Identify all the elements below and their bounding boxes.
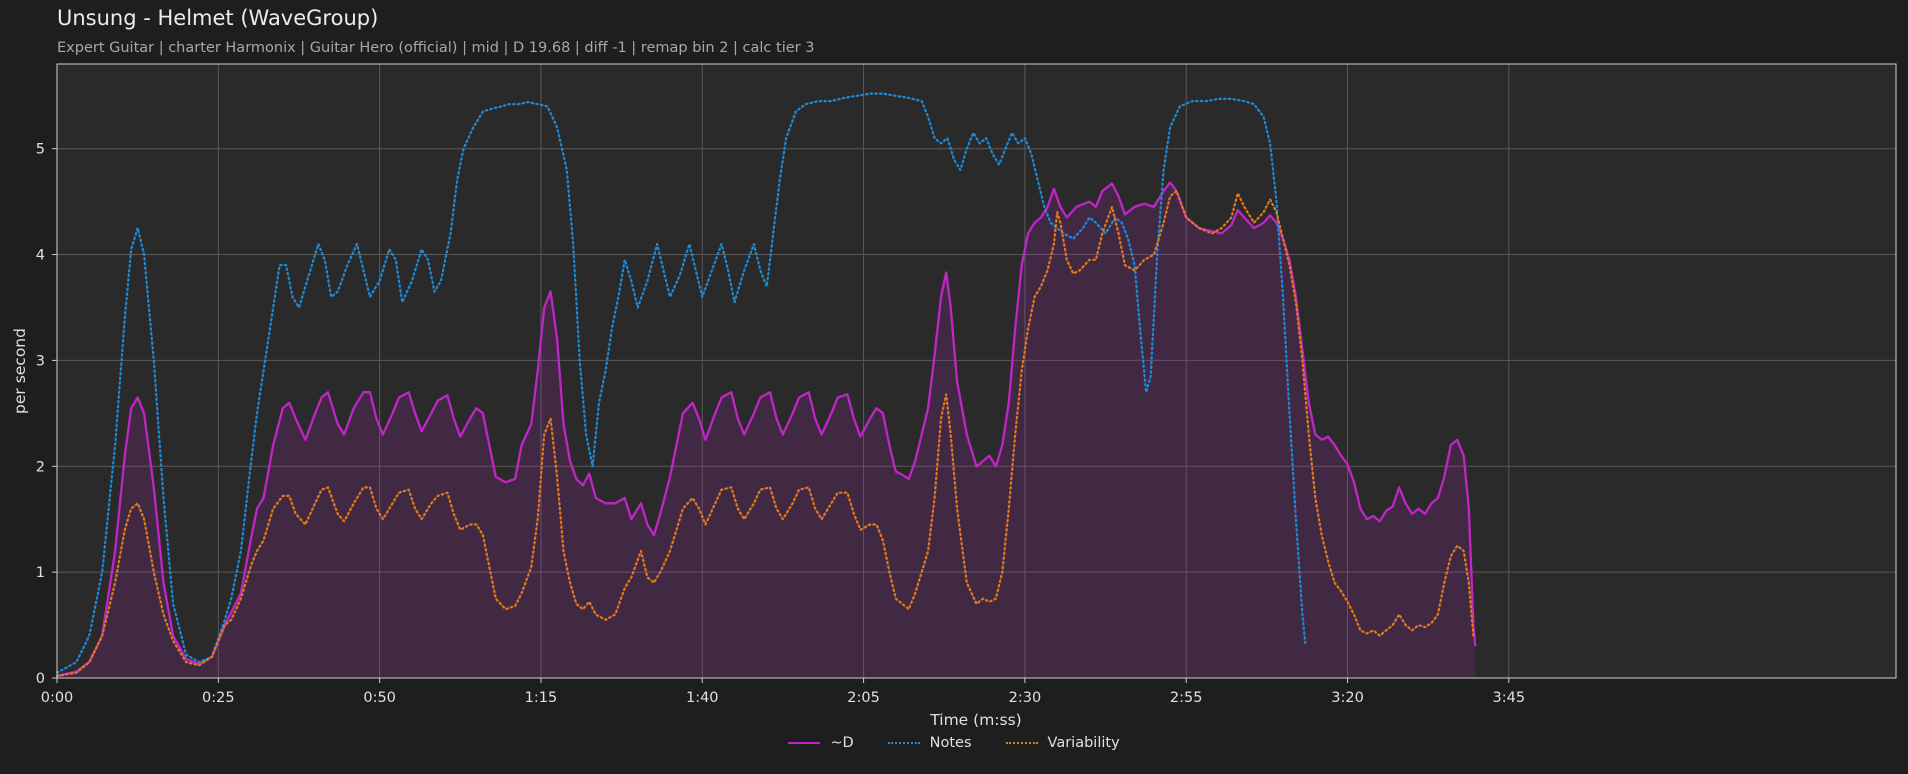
chart-subtitle: Expert Guitar | charter Harmonix | Guita… [57,40,815,56]
x-tick-label: 1:40 [686,690,719,706]
x-tick-label: 2:05 [847,690,880,706]
legend-item: Notes [887,735,972,751]
x-tick-label: 3:20 [1331,690,1364,706]
x-tick-label: 2:55 [1170,690,1203,706]
series-layer [55,92,1477,678]
legend-swatch [788,742,821,744]
legend-label: Variability [1047,735,1120,751]
x-tick-label: 0:50 [363,690,396,706]
y-tick-label: 0 [36,671,45,687]
legend: ~D Notes Variability [0,735,1908,751]
y-axis-label: per second [11,328,29,414]
series-notes-line [55,92,1307,674]
plot-frame [56,63,1897,679]
x-tick-label: 3:45 [1493,690,1526,706]
axis-ticks: 0:00 0:25 0:50 1:15 1:40 2:05 2:30 2:55 3:20 3:45… [36,142,1525,706]
y-tick-label: 1 [36,565,45,581]
series-d-area [57,182,1476,678]
legend-item: ~D [788,735,854,751]
y-tick-label: 3 [36,353,45,369]
x-axis-label: Time (m:ss) [929,711,1021,729]
x-tick-label: 1:15 [525,690,558,706]
y-tick-label: 4 [36,248,45,264]
y-tick-label: 2 [36,459,45,475]
y-tick-label: 5 [36,142,45,158]
x-tick-label: 2:30 [1009,690,1042,706]
legend-label: ~D [830,735,854,751]
legend-item: Variability [1005,735,1120,751]
legend-label: Notes [929,735,972,751]
x-tick-label: 0:25 [202,690,235,706]
series-d-line [56,181,1477,678]
legend-swatch [1005,742,1038,744]
series-variability-line [55,189,1475,677]
chart-title: Unsung - Helmet (WaveGroup) [57,6,379,30]
legend-swatch [887,742,920,744]
plot-area [57,64,1896,678]
x-tick-label: 0:00 [41,690,74,706]
